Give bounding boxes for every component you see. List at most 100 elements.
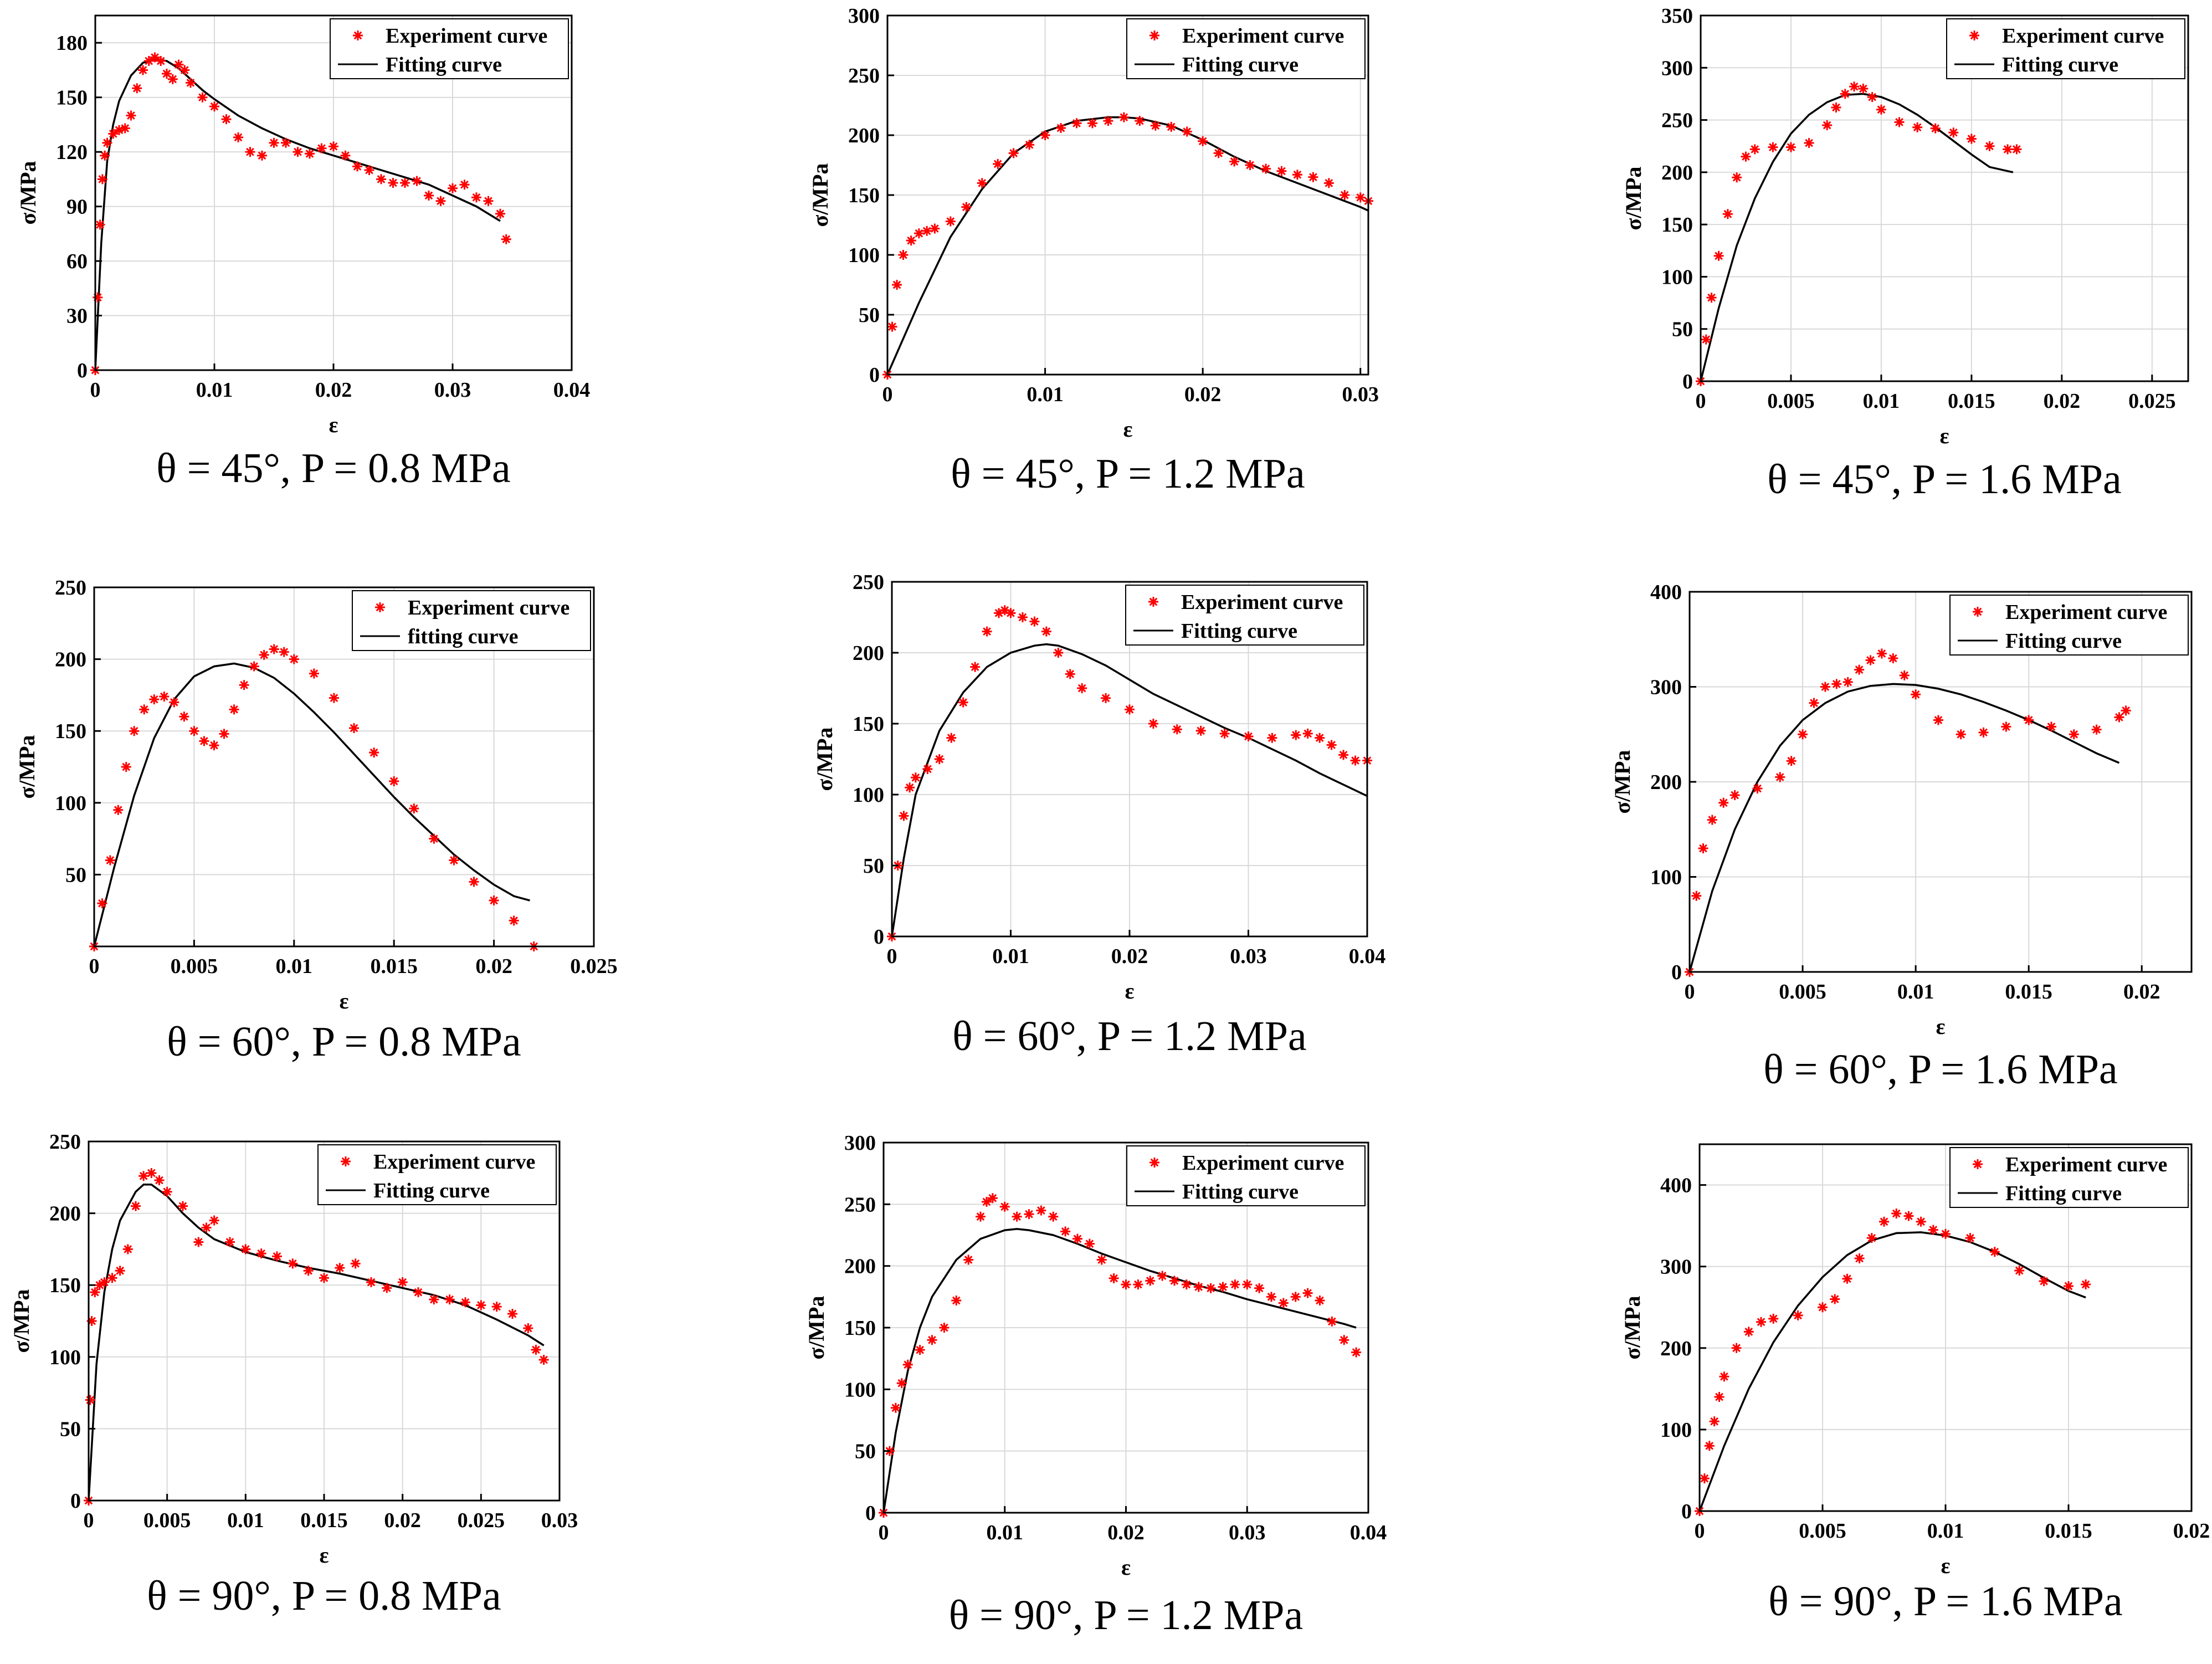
experiment-data-point bbox=[292, 147, 303, 157]
experiment-data-point bbox=[495, 208, 505, 219]
experiment-data-point bbox=[531, 1344, 541, 1355]
experiment-data-point bbox=[1928, 1225, 1938, 1235]
experiment-data-point bbox=[899, 811, 909, 821]
y-tick-label: 200 bbox=[853, 642, 884, 665]
y-tick-label: 150 bbox=[55, 720, 86, 743]
experiment-data-point bbox=[303, 1266, 314, 1276]
experiment-data-point bbox=[1338, 750, 1349, 760]
legend-entry: Fitting curve bbox=[373, 1179, 490, 1202]
y-tick-label: 0 bbox=[1681, 1500, 1692, 1523]
legend-marker-icon bbox=[1149, 1158, 1159, 1168]
x-tick-label: 0.01 bbox=[992, 945, 1029, 968]
y-tick-label: 300 bbox=[844, 1131, 876, 1155]
experiment-data-point bbox=[1903, 1211, 1914, 1221]
y-axis-label: σ/MPa bbox=[1620, 1296, 1645, 1359]
x-tick-label: 0.01 bbox=[1927, 1519, 1964, 1543]
chart-panel: 0 0.005 0.01 0.015 0.02 0 100 200 300 400 ε σ/MPa Ex… bbox=[1620, 1143, 2210, 1625]
x-axis-label: ε bbox=[1125, 979, 1134, 1003]
x-tick-label: 0 bbox=[84, 1509, 94, 1532]
experiment-data-point bbox=[915, 1345, 925, 1355]
experiment-data-point bbox=[2011, 144, 2022, 155]
experiment-data-point bbox=[1978, 727, 1989, 738]
plot-frame bbox=[1700, 14, 2189, 382]
experiment-data-point bbox=[1182, 126, 1192, 137]
legend-entry: Fitting curve bbox=[2005, 1182, 2122, 1205]
chart-caption: θ = 90°, P = 1.6 MPa bbox=[1768, 1578, 2123, 1625]
y-tick-label: 200 bbox=[1650, 771, 1682, 794]
y-tick-label: 150 bbox=[848, 184, 880, 207]
x-tick-label: 0 bbox=[89, 955, 100, 978]
experiment-data-point bbox=[906, 235, 916, 246]
experiment-data-point bbox=[1266, 1292, 1276, 1302]
experiment-data-point bbox=[994, 608, 1004, 618]
experiment-data-point bbox=[316, 143, 327, 153]
experiment-data-point bbox=[281, 137, 291, 148]
experiment-data-point bbox=[1701, 334, 1711, 345]
experiment-data-point bbox=[1229, 156, 1240, 167]
experiment-data-point bbox=[1193, 1282, 1204, 1292]
chart-panel: 0 0.01 0.02 0.03 0.04 0 50 100 150 200 250 ε σ/MPa Ex… bbox=[812, 571, 1385, 1059]
experiment-data-point bbox=[319, 1273, 329, 1283]
experiment-data-point bbox=[349, 723, 360, 734]
experiment-data-point bbox=[173, 59, 184, 70]
experiment-data-point bbox=[982, 626, 992, 637]
experiment-data-point bbox=[1087, 118, 1097, 129]
experiment-data-point bbox=[910, 772, 921, 783]
legend-box bbox=[1946, 18, 2185, 79]
experiment-data-point bbox=[993, 158, 1003, 169]
experiment-data-point bbox=[892, 280, 902, 290]
experiment-data-point bbox=[1071, 118, 1082, 129]
experiment-data-point bbox=[501, 234, 511, 244]
experiment-data-point bbox=[1278, 1298, 1289, 1308]
legend-box bbox=[1126, 18, 1366, 79]
x-tick-label: 0.01 bbox=[276, 955, 313, 978]
experiment-data-point bbox=[1866, 1233, 1877, 1243]
experiment-data-point bbox=[1292, 170, 1302, 180]
x-tick-label: 0.005 bbox=[1779, 980, 1826, 1003]
experiment-data-point bbox=[429, 1294, 439, 1305]
experiment-data-point bbox=[1911, 689, 1921, 700]
experiment-data-point bbox=[927, 1335, 937, 1345]
legend-entry: Experiment curve bbox=[2002, 24, 2164, 48]
x-axis-label: ε bbox=[329, 412, 338, 437]
y-tick-label: 250 bbox=[49, 1130, 81, 1154]
experiment-data-point bbox=[1820, 682, 1830, 692]
x-tick-label: 0.015 bbox=[300, 1509, 348, 1532]
experiment-data-point bbox=[139, 704, 150, 715]
y-axis-label: σ/MPa bbox=[1621, 166, 1646, 230]
experiment-data-point bbox=[1854, 664, 1865, 675]
experiment-data-point bbox=[507, 1309, 517, 1319]
legend-entry: Fitting curve bbox=[386, 53, 502, 76]
experiment-data-point bbox=[2064, 1281, 2074, 1291]
x-tick-label: 0.02 bbox=[2173, 1519, 2210, 1543]
legend: Experiment curve Fitting curve bbox=[1126, 1145, 1366, 1206]
experiment-data-point bbox=[329, 693, 339, 703]
experiment-data-point bbox=[1879, 1216, 1889, 1227]
experiment-data-point bbox=[1768, 142, 1778, 152]
y-tick-label: 300 bbox=[848, 4, 880, 28]
legend: Experiment curve fitting curve bbox=[352, 590, 591, 651]
experiment-data-point bbox=[1741, 151, 1751, 162]
experiment-data-point bbox=[279, 647, 289, 657]
experiment-data-point bbox=[448, 183, 458, 193]
x-axis-label: ε bbox=[319, 1543, 329, 1568]
x-tick-label: 0.025 bbox=[2128, 390, 2176, 413]
experiment-data-point bbox=[105, 855, 115, 866]
experiment-data-point bbox=[121, 762, 131, 772]
experiment-data-point bbox=[930, 223, 940, 234]
experiment-data-point bbox=[1948, 127, 1959, 138]
chart-caption: θ = 90°, P = 0.8 MPa bbox=[147, 1573, 501, 1619]
experiment-data-point bbox=[1350, 755, 1361, 766]
legend: Experiment curve Fitting curve bbox=[1949, 1147, 2189, 1208]
experiment-data-point bbox=[108, 129, 119, 139]
experiment-data-point bbox=[335, 1263, 345, 1273]
x-tick-label: 0 bbox=[1695, 1519, 1705, 1543]
experiment-data-point bbox=[459, 180, 470, 190]
legend-entry: Experiment curve bbox=[2005, 601, 2167, 624]
experiment-data-point bbox=[1243, 731, 1254, 742]
experiment-data-point bbox=[1916, 1216, 1926, 1227]
legend: Experiment curve Fitting curve bbox=[330, 18, 569, 79]
experiment-data-point bbox=[1230, 1279, 1240, 1290]
y-tick-label: 150 bbox=[853, 713, 884, 736]
experiment-data-point bbox=[1798, 729, 1808, 740]
